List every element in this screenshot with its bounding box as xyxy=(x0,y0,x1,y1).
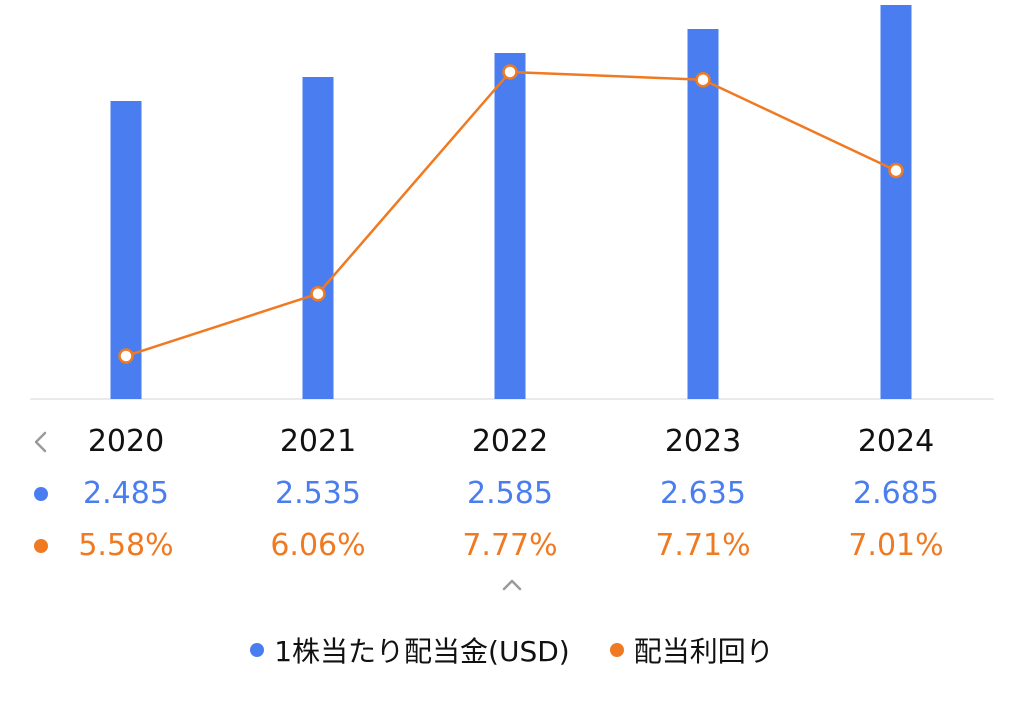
legend-dot-icon xyxy=(250,643,265,657)
yield-value: 7.01% xyxy=(848,528,944,563)
yield-point[interactable] xyxy=(695,71,711,88)
dividend-value: 2.585 xyxy=(467,476,553,511)
legend-label: 1株当たり配当金(USD) xyxy=(274,635,570,668)
yield-value: 6.06% xyxy=(270,528,366,563)
yield-row: 5.58% 6.06% 7.77% 7.71% 7.01% xyxy=(0,521,1024,571)
legend-item-dividend[interactable]: 1株当たり配当金(USD) xyxy=(250,630,570,670)
collapse-table-button[interactable] xyxy=(496,570,528,598)
dividend-bar[interactable] xyxy=(880,5,912,399)
dividend-bar[interactable] xyxy=(494,53,526,399)
legend-item-yield[interactable]: 配当利回り xyxy=(609,630,774,670)
yield-point[interactable] xyxy=(888,162,904,179)
yield-value: 7.77% xyxy=(462,528,558,563)
dividend-value: 2.535 xyxy=(275,476,361,511)
year-label: 2022 xyxy=(471,424,549,459)
yield-point[interactable] xyxy=(502,64,518,80)
year-label: 2024 xyxy=(857,424,935,459)
dividend-bar[interactable] xyxy=(302,77,334,399)
dividend-row: 2.485 2.535 2.585 2.635 2.685 xyxy=(0,469,1024,519)
year-row: 2020 2021 2022 2023 2024 xyxy=(0,417,1024,467)
chevron-up-icon xyxy=(502,579,522,591)
yield-point[interactable] xyxy=(310,285,326,302)
dividend-bar[interactable] xyxy=(687,29,719,399)
dividend-value: 2.685 xyxy=(853,476,939,511)
year-label: 2023 xyxy=(664,424,742,459)
year-label: 2020 xyxy=(87,424,165,459)
legend-label: 配当利回り xyxy=(633,635,774,668)
prev-period-button[interactable] xyxy=(28,425,54,459)
year-label: 2021 xyxy=(279,424,357,459)
dividend-value: 2.485 xyxy=(83,476,169,511)
chevron-left-icon xyxy=(34,431,47,453)
dividend-value: 2.635 xyxy=(660,476,746,511)
chart-legend: 1株当たり配当金(USD) 配当利回り xyxy=(0,628,1024,672)
legend-dot-icon xyxy=(609,643,624,657)
yield-point[interactable] xyxy=(118,348,134,364)
dividend-dot-icon xyxy=(34,487,48,501)
yield-value: 5.58% xyxy=(78,528,174,563)
yield-value: 7.71% xyxy=(655,528,751,563)
yield-dot-icon xyxy=(34,539,48,553)
